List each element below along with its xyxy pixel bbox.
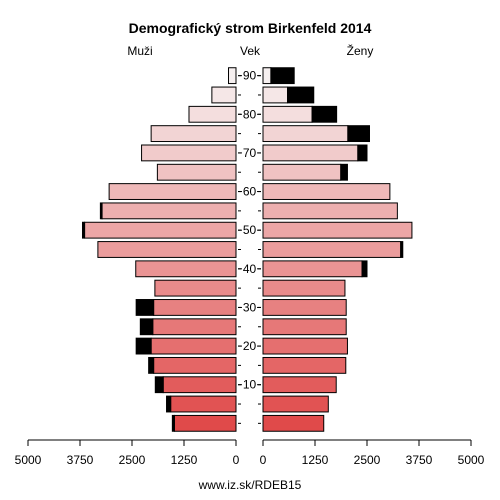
female-x-tick-label: 1250 [302, 453, 329, 467]
female-bar-90+ [262, 67, 272, 85]
female-bar-45-49 [262, 241, 402, 258]
male-bar-70-74 [141, 144, 237, 162]
male-bar-60-64 [108, 183, 237, 200]
male-excess-bar-5-9 [166, 395, 172, 413]
age-tick-label: 60 [243, 185, 257, 199]
female-bar-80-84 [262, 105, 313, 123]
female-excess-bar-80-84 [311, 105, 338, 123]
male-bar-45-49 [97, 241, 237, 258]
age-tick-label: 70 [243, 146, 257, 160]
female-bar-10-14 [262, 376, 337, 394]
male-x-tick-label: 0 [233, 453, 240, 467]
age-tick-label: 30 [243, 300, 257, 314]
age-tick-label: 80 [243, 107, 257, 121]
male-excess-bar-55-59 [99, 202, 103, 220]
female-bar-5-9 [262, 395, 329, 413]
male-bar-0-4 [173, 414, 237, 432]
female-bar-0-4 [262, 414, 325, 432]
female-excess-bar-45-49 [400, 241, 404, 258]
center-label: Vek [240, 44, 261, 58]
female-x-tick-label: 5000 [458, 453, 485, 467]
female-excess-bar-65-69 [340, 163, 348, 181]
male-bar-30-34 [153, 299, 237, 316]
male-x-tick-label: 1250 [171, 453, 198, 467]
female-bar-70-74 [262, 144, 359, 162]
male-bar-75-79 [150, 125, 237, 143]
age-tick-label: 20 [243, 339, 257, 353]
male-bar-55-59 [101, 202, 237, 220]
female-x-tick-label: 2500 [354, 453, 381, 467]
axes-group: 10 20 30 40 50 60 70 80 90 5000 3750 2500 1250 0 0 1250… [15, 69, 485, 467]
male-bar-20-24 [150, 337, 237, 355]
footer-source: www.iz.sk/RDEB15 [198, 478, 302, 492]
male-excess-bar-20-24 [135, 337, 152, 355]
male-bar-90+ [228, 67, 237, 85]
female-bar-35-39 [262, 279, 346, 297]
male-x-tick-label: 5000 [15, 453, 42, 467]
female-bar-30-34 [262, 299, 347, 316]
female-bar-65-69 [262, 163, 342, 181]
age-tick-label: 90 [243, 69, 257, 83]
female-excess-bar-70-74 [357, 144, 368, 162]
female-excess-bar-40-44 [361, 260, 368, 278]
male-x-tick-label: 3750 [67, 453, 94, 467]
female-bar-85-89 [262, 86, 289, 104]
age-tick-label: 50 [243, 223, 257, 237]
female-bar-20-24 [262, 337, 348, 355]
female-bar-50-54 [262, 221, 413, 239]
female-bar-25-29 [262, 318, 347, 336]
male-x-tick-label: 2500 [119, 453, 146, 467]
age-tick-label: 40 [243, 262, 257, 276]
male-excess-bar-15-19 [148, 356, 155, 374]
male-bar-40-44 [135, 260, 237, 278]
female-bar-40-44 [262, 260, 363, 278]
male-bar-50-54 [84, 221, 237, 239]
male-excess-bar-25-29 [139, 318, 154, 336]
male-bar-35-39 [154, 279, 237, 297]
chart-title: Demografický strom Birkenfeld 2014 [129, 20, 372, 36]
male-excess-bar-0-4 [171, 414, 175, 432]
bars-group [81, 67, 413, 432]
male-excess-bar-30-34 [135, 299, 155, 316]
male-bar-25-29 [152, 318, 237, 336]
male-bar-65-69 [156, 163, 237, 181]
right-label: Ženy [347, 43, 374, 58]
male-excess-bar-50-54 [81, 221, 86, 239]
female-excess-bar-75-79 [347, 125, 370, 143]
female-bar-55-59 [262, 202, 398, 220]
male-bar-10-14 [162, 376, 237, 394]
female-bar-15-19 [262, 356, 347, 374]
male-bar-5-9 [170, 395, 237, 413]
female-bar-60-64 [262, 183, 391, 200]
female-excess-bar-85-89 [287, 86, 315, 104]
left-label: Muži [127, 44, 152, 58]
female-x-tick-label: 3750 [406, 453, 433, 467]
female-excess-bar-90+ [270, 67, 295, 85]
male-bar-85-89 [211, 86, 237, 104]
female-bar-75-79 [262, 125, 349, 143]
male-bar-15-19 [153, 356, 237, 374]
male-excess-bar-10-14 [154, 376, 164, 394]
female-x-tick-label: 0 [260, 453, 267, 467]
age-tick-label: 10 [243, 378, 257, 392]
male-bar-80-84 [188, 105, 237, 123]
